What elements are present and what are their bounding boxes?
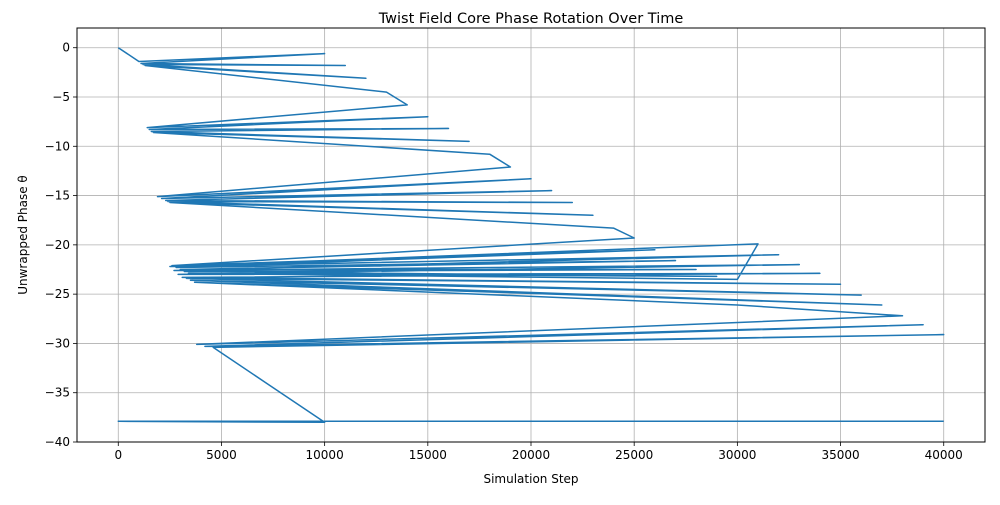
chart-title: Twist Field Core Phase Rotation Over Tim… xyxy=(378,11,684,27)
y-tick-label: −25 xyxy=(45,287,70,301)
x-tick-label: 15000 xyxy=(409,448,447,462)
gridlines xyxy=(77,28,985,443)
x-axis-ticks: 0 5000 10000 15000 20000 25000 30000 35000 40000 xyxy=(114,442,963,462)
y-axis-ticks: 0 −5 −10 −15 −20 −25 −30 −35 −40 xyxy=(45,41,77,449)
y-tick-label: −20 xyxy=(45,238,70,252)
series-line-0 xyxy=(117,47,945,424)
x-tick-label: 20000 xyxy=(512,448,550,462)
y-tick-label: 0 xyxy=(62,41,70,55)
y-tick-label: −30 xyxy=(45,336,70,350)
y-tick-label: −15 xyxy=(45,189,70,203)
y-axis-label: Unwrapped Phase θ xyxy=(16,175,30,295)
x-tick-label: 25000 xyxy=(615,448,653,462)
y-tick-label: −10 xyxy=(45,139,70,153)
y-tick-label: −5 xyxy=(52,90,70,104)
y-tick-label: −40 xyxy=(45,435,70,449)
x-tick-label: 0 xyxy=(114,448,122,462)
x-tick-label: 30000 xyxy=(718,448,756,462)
data-series xyxy=(117,47,945,424)
x-tick-label: 5000 xyxy=(206,448,237,462)
y-tick-label: −35 xyxy=(45,386,70,400)
x-tick-label: 35000 xyxy=(821,448,859,462)
x-tick-label: 10000 xyxy=(306,448,344,462)
x-axis-label: Simulation Step xyxy=(483,472,578,486)
x-tick-label: 40000 xyxy=(925,448,963,462)
